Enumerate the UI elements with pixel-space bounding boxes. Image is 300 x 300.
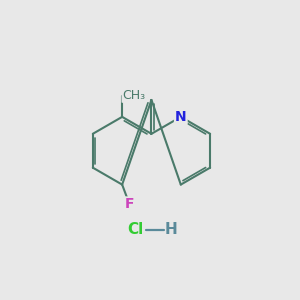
Text: F: F	[125, 197, 134, 212]
Text: H: H	[164, 222, 177, 237]
Text: CH₃: CH₃	[122, 89, 145, 102]
Text: Cl: Cl	[127, 222, 143, 237]
Text: N: N	[175, 110, 187, 124]
